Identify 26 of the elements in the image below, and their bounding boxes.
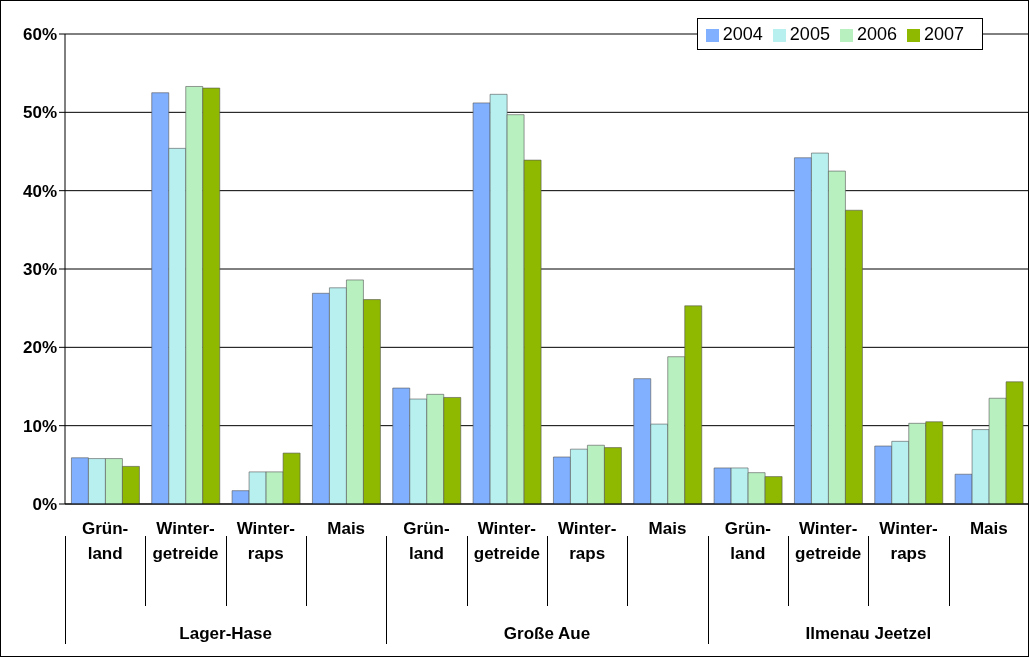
x-tick-label: Winter- getreide <box>152 519 219 563</box>
text: Lager-Hase <box>178 624 273 644</box>
y-tick-label: 40% <box>22 181 57 201</box>
y-tick-label: 10% <box>22 416 57 436</box>
y-tick-label: 50% <box>22 103 57 123</box>
text: Große Aue <box>502 624 592 644</box>
x-tick-label: Mais <box>969 519 1008 538</box>
y-tick-label: 60% <box>22 25 57 45</box>
y-tick-label: 20% <box>22 338 57 358</box>
legend-label: 2006 <box>856 24 897 44</box>
x-tick-label: Grün- land <box>724 519 771 563</box>
x-tick-label: Grün- land <box>82 519 129 563</box>
x-tick-label: Winter- raps <box>879 519 938 563</box>
legend-label: 2004 <box>722 24 763 44</box>
x-tick-label: Winter- getreide <box>473 519 540 563</box>
x-tick-label: Grün- land <box>403 519 450 563</box>
x-tick-label: Winter- getreide <box>795 519 862 563</box>
legend-label: 2007 <box>923 24 964 44</box>
y-tick-label: 30% <box>22 260 57 280</box>
legend-label: 2005 <box>789 24 830 44</box>
x-tick-label: Winter- raps <box>557 519 617 563</box>
text: Ilmenau Jeetzel <box>804 624 933 644</box>
x-tick-label: Winter- raps <box>236 519 296 563</box>
y-tick-label: 0% <box>32 495 57 515</box>
x-tick-label: Mais <box>327 519 366 538</box>
x-tick-label: Mais <box>648 519 687 538</box>
